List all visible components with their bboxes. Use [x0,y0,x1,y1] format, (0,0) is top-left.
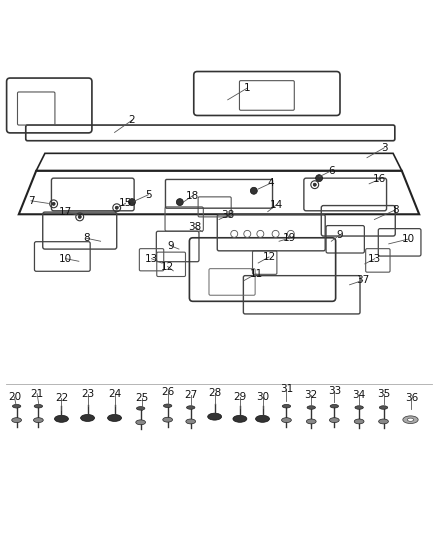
Text: 5: 5 [145,190,152,200]
Text: 1: 1 [244,83,251,93]
Ellipse shape [378,419,389,424]
Ellipse shape [282,418,291,423]
Text: 9: 9 [167,240,173,251]
Ellipse shape [307,419,316,424]
Text: 13: 13 [368,254,381,264]
Ellipse shape [34,405,42,408]
Text: 27: 27 [184,390,198,400]
Text: 31: 31 [280,384,293,394]
Ellipse shape [108,415,121,422]
Ellipse shape [163,404,172,408]
Text: 8: 8 [83,233,89,243]
Text: 20: 20 [8,392,21,402]
Text: 18: 18 [186,191,200,200]
Ellipse shape [407,418,413,421]
Ellipse shape [403,416,418,424]
Text: 29: 29 [233,392,247,402]
Ellipse shape [136,420,145,425]
Text: 7: 7 [28,196,34,206]
Circle shape [128,199,135,206]
Text: 11: 11 [249,269,263,279]
Ellipse shape [163,417,173,422]
Text: 35: 35 [377,389,390,399]
Text: 33: 33 [328,385,341,395]
Text: 21: 21 [31,389,44,399]
Text: 13: 13 [145,254,158,264]
Text: 12: 12 [262,252,276,262]
Circle shape [244,230,251,237]
Text: 36: 36 [405,393,418,403]
Circle shape [231,230,238,237]
Text: 37: 37 [356,276,369,286]
Text: 22: 22 [55,393,68,403]
Ellipse shape [329,418,339,423]
Text: 16: 16 [373,174,386,184]
Ellipse shape [355,406,363,409]
Circle shape [78,215,81,219]
Ellipse shape [354,419,364,424]
Text: 19: 19 [283,233,296,243]
Text: 9: 9 [337,230,343,240]
Circle shape [257,230,264,237]
Ellipse shape [330,405,339,408]
Text: 26: 26 [161,387,174,397]
Circle shape [272,230,279,237]
Circle shape [313,183,316,186]
Text: 24: 24 [108,389,121,399]
Text: 12: 12 [161,262,174,271]
Text: 25: 25 [135,393,148,403]
Ellipse shape [34,418,43,423]
Circle shape [177,199,184,206]
Ellipse shape [12,405,21,408]
Text: 28: 28 [208,387,221,398]
Ellipse shape [208,413,222,420]
Ellipse shape [12,418,21,423]
Ellipse shape [255,415,269,422]
Ellipse shape [307,406,315,409]
Ellipse shape [186,419,196,424]
Text: 8: 8 [392,205,399,215]
Circle shape [316,175,322,182]
Text: 14: 14 [270,200,283,209]
Text: 32: 32 [305,390,318,400]
Ellipse shape [137,407,145,410]
Text: 10: 10 [59,254,72,264]
Text: 34: 34 [353,390,366,400]
Ellipse shape [54,415,68,422]
Text: 3: 3 [381,143,388,152]
Ellipse shape [81,415,95,422]
Text: 2: 2 [129,115,135,125]
Ellipse shape [282,405,291,408]
Text: 30: 30 [256,392,269,402]
Text: 10: 10 [402,234,415,244]
Ellipse shape [379,406,388,409]
Text: 38: 38 [188,222,201,232]
Circle shape [52,202,55,205]
Ellipse shape [187,406,195,409]
Ellipse shape [233,415,247,422]
Text: 23: 23 [81,389,94,399]
Text: 17: 17 [59,207,72,217]
Text: 38: 38 [222,210,235,220]
Circle shape [115,206,118,209]
Text: 6: 6 [328,166,335,176]
Circle shape [251,187,257,194]
Text: 15: 15 [119,198,132,208]
Text: 4: 4 [268,178,275,188]
Circle shape [287,230,294,237]
